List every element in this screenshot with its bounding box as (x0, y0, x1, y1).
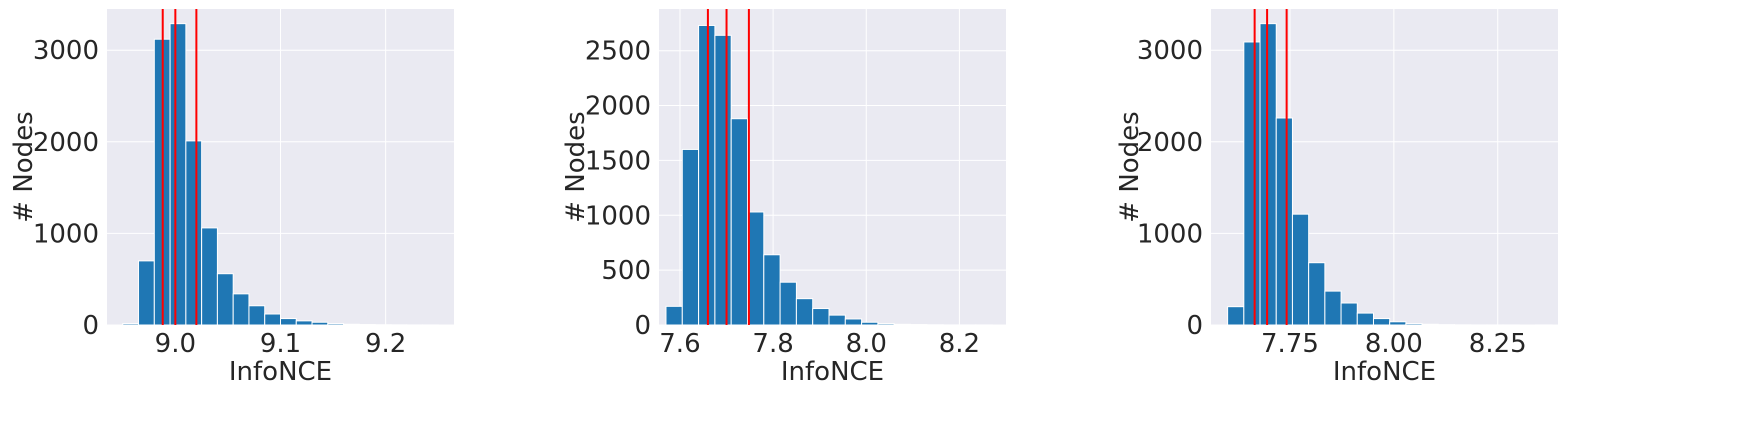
y-axis-label: # Nodes (1115, 111, 1145, 222)
histogram-bar (665, 305, 683, 326)
x-tick-label: 8.2 (939, 329, 980, 359)
histogram-bar (1356, 312, 1374, 326)
histogram-bar (1372, 318, 1391, 326)
y-axis-label: # Nodes (561, 111, 591, 222)
histogram-bar (232, 293, 250, 326)
x-tick-label: 7.8 (752, 329, 793, 359)
x-tick-label: 8.0 (846, 329, 887, 359)
histogram-bar (1389, 321, 1407, 326)
histogram-bar (1259, 23, 1277, 326)
histogram-bar (295, 320, 313, 326)
x-tick-label: 7.75 (1261, 329, 1319, 359)
histogram-bar (311, 321, 329, 326)
histogram-bar (1227, 306, 1245, 326)
histogram-bar (343, 323, 360, 326)
x-tick-label: 7.6 (659, 329, 700, 359)
y-tick-label: 1000 (585, 201, 651, 231)
histogram-bar (698, 24, 716, 326)
y-tick-label: 0 (1186, 311, 1203, 341)
histogram-bar (812, 308, 830, 326)
y-tick-label: 2000 (33, 128, 99, 158)
y-axis-label: # Nodes (9, 111, 39, 222)
histogram-bar (248, 305, 266, 326)
x-axis-label: InfoNCE (229, 357, 332, 387)
histogram-bar (1340, 302, 1358, 326)
histogram-bar (893, 323, 912, 326)
histogram-bar (844, 318, 863, 326)
histogram-bar (877, 323, 895, 326)
y-tick-label: 1500 (585, 146, 651, 176)
y-tick-label: 1000 (1137, 219, 1203, 249)
histogram-bar (1324, 290, 1342, 326)
histogram-bar (1275, 117, 1293, 326)
y-tick-label: 500 (601, 256, 651, 286)
x-tick-label: 9.1 (260, 329, 301, 359)
y-tick-label: 2000 (585, 92, 651, 122)
y-tick-label: 2000 (1137, 128, 1203, 158)
histogram-bar (185, 140, 203, 326)
histogram-bar (730, 118, 748, 326)
histogram-bar (828, 314, 846, 326)
x-tick-label: 8.00 (1365, 329, 1423, 359)
x-tick-label: 9.2 (365, 329, 406, 359)
x-tick-label: 8.25 (1469, 329, 1527, 359)
histogram-bar (1421, 323, 1439, 326)
histogram-panel: 9.0 9.1 9.2 0 1000 2000 3000 InfoNCE # Nodes (9, 9, 454, 387)
y-tick-label: 2500 (585, 37, 651, 67)
histogram-bar (861, 321, 879, 326)
y-tick-label: 0 (634, 311, 651, 341)
histogram-bar (1308, 262, 1326, 326)
histogram-bar (216, 273, 234, 326)
histogram-panel: 7.6 7.8 8.0 8.2 0 500 1000 1500 2000 2500 InfoNCE #… (561, 9, 1006, 387)
histogram-bar (746, 211, 765, 326)
histogram-bar (169, 23, 187, 326)
y-tick-label: 0 (82, 311, 99, 341)
y-tick-label: 3000 (33, 36, 99, 66)
histogram-bar (1243, 41, 1261, 326)
histogram-panel: 7.75 8.00 8.25 0 1000 2000 3000 InfoNCE # Nodes (1115, 9, 1558, 387)
histogram-bar (122, 323, 140, 326)
histogram-bar (779, 281, 797, 326)
histogram-bar (201, 227, 218, 326)
histogram-bar (280, 318, 297, 326)
histogram-bar (1291, 213, 1310, 326)
histogram-bar (1405, 323, 1423, 326)
x-axis-label: InfoNCE (781, 357, 884, 387)
histogram-bar (795, 298, 814, 326)
y-tick-label: 1000 (33, 219, 99, 249)
histogram-bar (264, 313, 281, 326)
histogram-bar (138, 260, 155, 326)
histogram-bar (327, 323, 345, 326)
histogram-bar (763, 254, 781, 326)
x-axis-label: InfoNCE (1333, 357, 1436, 387)
histogram-bar (681, 148, 700, 326)
histogram-bar (714, 34, 732, 326)
x-tick-label: 9.0 (155, 329, 196, 359)
y-tick-label: 3000 (1137, 36, 1203, 66)
